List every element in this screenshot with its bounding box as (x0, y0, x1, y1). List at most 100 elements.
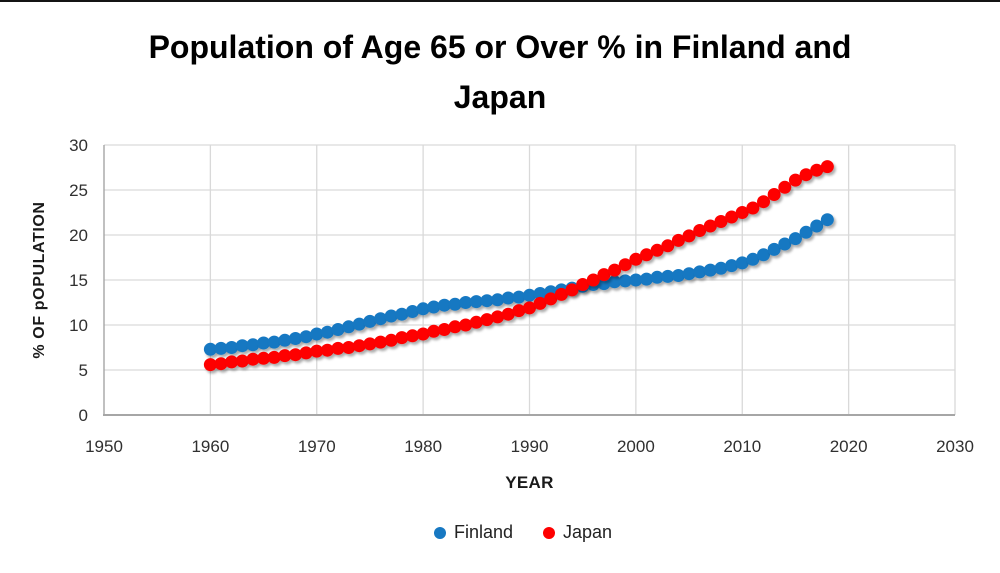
data-point-finland (618, 274, 632, 288)
data-point-japan (533, 296, 547, 310)
data-point-finland (320, 325, 334, 339)
data-point-japan (214, 357, 228, 371)
data-point-finland (735, 256, 749, 270)
data-point-finland (629, 273, 643, 287)
data-point-finland (288, 332, 302, 345)
data-point-japan (597, 268, 611, 282)
data-point-japan (757, 195, 771, 209)
chart-title-line1: Population of Age 65 or Over % in Finlan… (148, 29, 852, 65)
data-point-finland (214, 341, 228, 355)
chart-title-line2: Japan (453, 79, 547, 115)
legend-item-finland: Finland (433, 522, 513, 543)
legend-marker-finland-icon (433, 526, 446, 539)
data-point-finland (778, 237, 792, 251)
data-point-japan (650, 243, 664, 257)
data-point-japan (810, 163, 824, 177)
x-tick-label: 2030 (936, 437, 974, 456)
x-tick-label: 1990 (511, 437, 549, 456)
data-point-finland (671, 269, 685, 282)
data-point-finland (640, 272, 654, 286)
data-point-japan (820, 160, 834, 174)
data-point-finland (225, 341, 239, 354)
x-axis-title: YEAR (505, 473, 553, 492)
data-point-finland (235, 339, 249, 353)
chart-svg: 0 5 10 15 20 25 30 1950 1960 1970 1980 1990 2000 2010… (31, 136, 974, 492)
legend-item-japan: Japan (543, 522, 612, 543)
data-point-finland (725, 259, 739, 273)
data-point-japan (437, 323, 451, 336)
data-point-finland (363, 314, 377, 328)
data-point-japan (257, 351, 271, 365)
data-point-japan (544, 292, 558, 306)
data-point-finland (459, 296, 473, 309)
data-point-japan (235, 354, 249, 368)
x-tick-label: 1960 (191, 437, 229, 456)
data-point-finland (448, 297, 462, 311)
y-tick-label: 25 (69, 181, 88, 200)
data-point-japan (203, 358, 217, 372)
data-point-finland (682, 267, 696, 281)
data-point-finland (491, 293, 505, 307)
data-point-finland (299, 330, 313, 344)
data-point-japan (448, 320, 462, 334)
data-point-finland (416, 302, 430, 316)
data-point-japan (246, 352, 260, 366)
x-tick-label: 2020 (830, 437, 868, 456)
legend-marker-japan-icon (543, 526, 555, 539)
data-point-japan (469, 315, 483, 329)
data-point-japan (278, 349, 292, 363)
y-tick-label: 30 (69, 136, 88, 155)
data-point-japan (661, 239, 675, 253)
y-axis-title: % OF pOPULATION (31, 201, 48, 358)
data-point-finland (278, 333, 292, 347)
data-point-japan (225, 355, 239, 369)
data-point-finland (257, 336, 271, 350)
data-point-japan (554, 287, 568, 301)
data-point-japan (703, 219, 717, 233)
data-point-japan (618, 258, 632, 272)
data-point-finland (384, 309, 398, 323)
data-point-japan (384, 333, 398, 347)
data-point-finland (267, 335, 281, 349)
data-point-japan (512, 304, 526, 318)
data-point-japan (342, 341, 356, 354)
x-tick-label: 1970 (298, 437, 336, 456)
data-point-finland (757, 248, 771, 262)
data-point-finland (788, 232, 802, 246)
data-point-japan (427, 324, 441, 338)
data-point-finland (395, 307, 409, 321)
data-point-finland (661, 269, 675, 283)
data-point-finland (246, 338, 260, 352)
data-point-japan (491, 310, 505, 324)
x-tick-label: 1950 (85, 437, 123, 456)
data-point-finland (703, 263, 717, 277)
data-point-finland (469, 295, 483, 309)
data-point-japan (586, 273, 600, 287)
x-tick-label: 1980 (404, 437, 442, 456)
data-point-finland (714, 261, 728, 275)
data-point-japan (416, 327, 430, 341)
data-point-japan (352, 339, 366, 353)
data-point-finland (799, 225, 813, 239)
data-point-japan (374, 335, 388, 349)
data-point-japan (629, 252, 643, 266)
data-point-japan (671, 233, 685, 247)
data-point-japan (799, 168, 813, 182)
data-point-japan (331, 341, 345, 355)
data-point-japan (714, 215, 728, 228)
data-point-finland (533, 287, 547, 300)
data-point-finland (597, 277, 611, 291)
data-point-finland (310, 327, 324, 341)
chart-title: Population of Age 65 or Over % in Finlan… (0, 22, 1000, 122)
data-point-japan (693, 224, 707, 237)
data-point-finland (480, 294, 494, 308)
y-tick-label: 15 (69, 271, 88, 290)
data-point-finland (331, 323, 345, 336)
data-point-finland (427, 300, 441, 314)
data-point-finland (501, 291, 515, 305)
y-tick-label: 10 (69, 316, 88, 335)
data-point-finland (810, 219, 824, 233)
data-point-japan (395, 331, 409, 345)
legend-label-finland: Finland (453, 522, 513, 542)
